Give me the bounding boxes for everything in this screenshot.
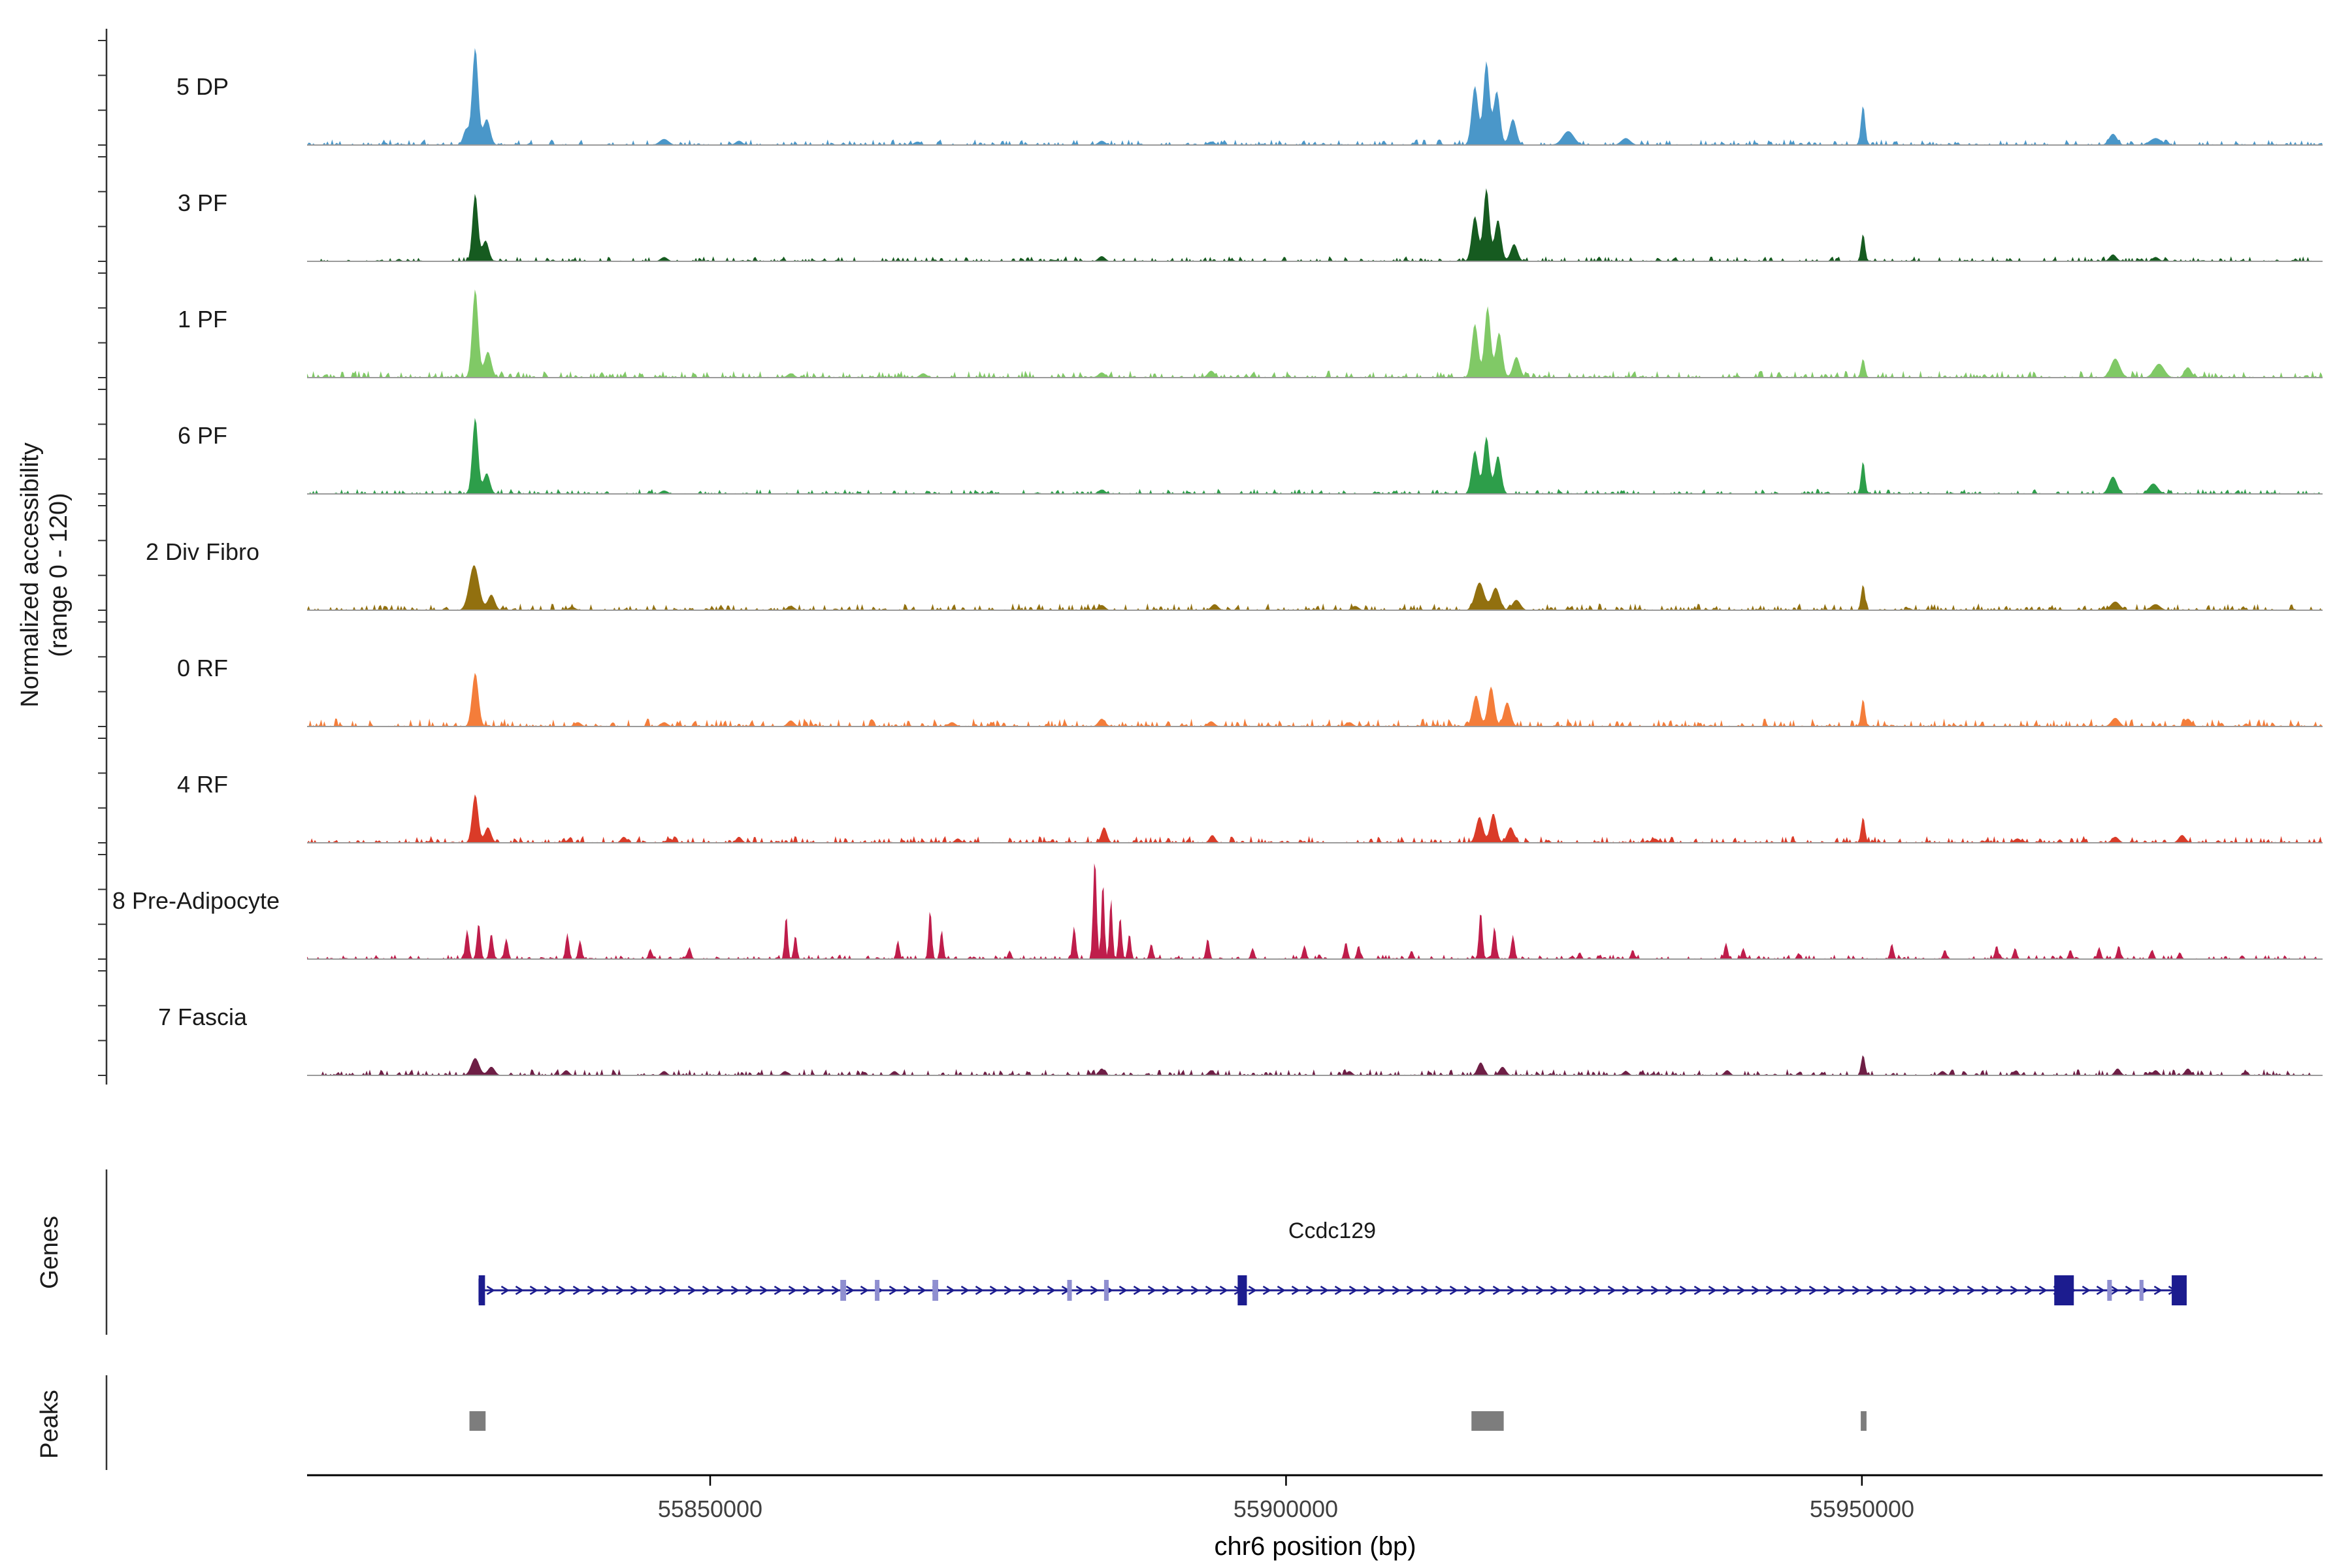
track-label-1pf: 1 PF [178,306,227,333]
x-tick-label-55950000: 55950000 [1810,1495,1914,1522]
gene-name-label: Ccdc129 [1288,1218,1376,1243]
y-axis-label-line1: Normalized accessibility [16,442,44,707]
accessibility-tracks [307,48,2323,1076]
axes [98,29,2323,1486]
track-label-7fascia: 7 Fascia [158,1004,248,1030]
gene-model [478,1275,2187,1305]
x-tick-label-55900000: 55900000 [1233,1495,1338,1522]
track-label-5dp: 5 DP [176,73,229,100]
track-label-2divfibro: 2 Div Fibro [146,538,259,565]
x-axis-title: chr6 position (bp) [1214,1532,1416,1561]
peak-regions [469,1411,1867,1431]
x-tick-label-55850000: 55850000 [658,1495,762,1522]
track-label-6pf: 6 PF [178,422,227,449]
track-label-4rf: 4 RF [177,771,228,798]
y-axis-label-line2: (range 0 - 120) [45,493,73,657]
genes-section-label: Genes [36,1216,63,1289]
track-label-0rf: 0 RF [177,655,228,681]
track-label-3pf: 3 PF [178,189,227,216]
peaks-section-label: Peaks [36,1390,63,1459]
track-label-8preadipocyte: 8 Pre-Adipocyte [112,887,280,914]
